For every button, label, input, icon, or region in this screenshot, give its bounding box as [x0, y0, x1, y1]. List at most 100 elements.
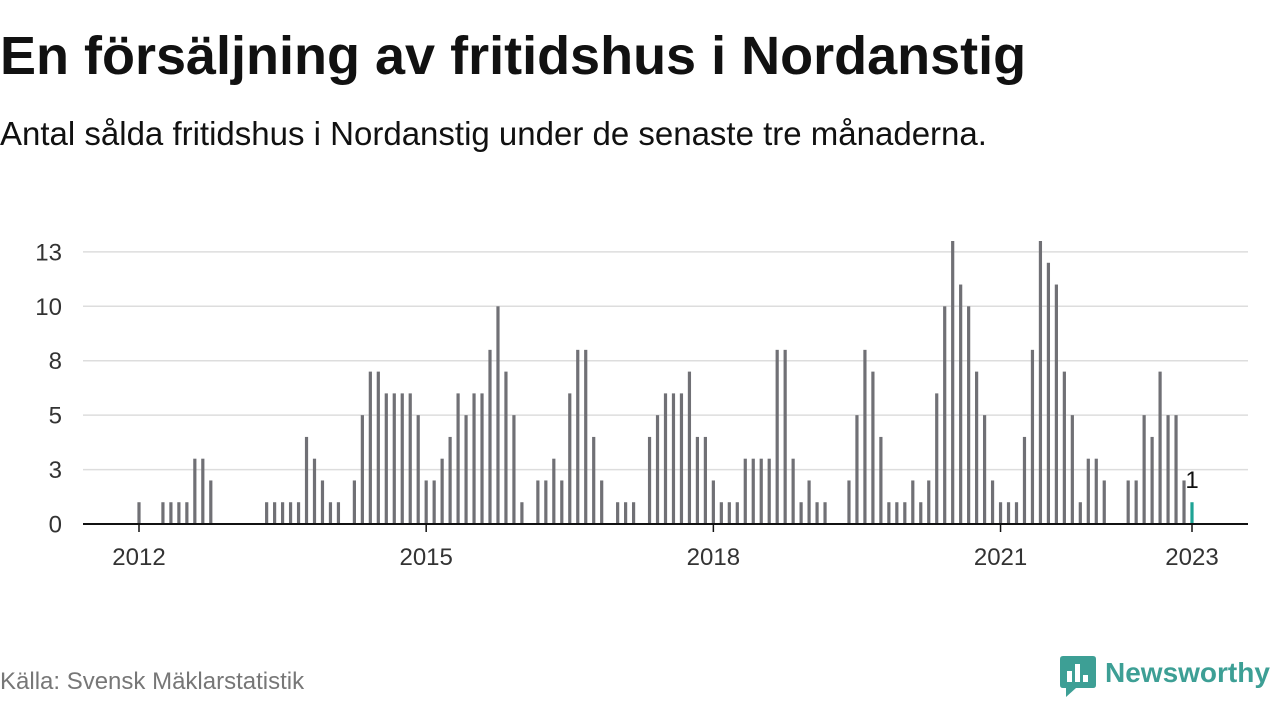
logo-bar	[1067, 671, 1072, 682]
bar	[1063, 372, 1066, 524]
bar	[1087, 459, 1090, 524]
source-text: Källa: Svensk Mäklarstatistik	[0, 667, 304, 697]
bar	[1023, 437, 1026, 524]
bar	[472, 393, 475, 524]
bar	[385, 393, 388, 524]
y-tick-label: 5	[49, 403, 62, 430]
bar	[744, 459, 747, 524]
bar	[456, 393, 459, 524]
bar	[297, 502, 300, 524]
bar	[792, 459, 795, 524]
bar	[720, 502, 723, 524]
bar	[289, 502, 292, 524]
x-tick-label: 2015	[399, 544, 452, 571]
highlight-value-label: 1	[1185, 467, 1198, 494]
logo-bar	[1083, 675, 1088, 682]
bar	[401, 393, 404, 524]
bar	[1095, 459, 1098, 524]
bar	[568, 393, 571, 524]
y-tick-label: 10	[35, 294, 62, 321]
bar	[552, 459, 555, 524]
bar	[560, 480, 563, 524]
bar	[776, 350, 779, 524]
bar	[321, 480, 324, 524]
bar	[648, 437, 651, 524]
bar	[449, 437, 452, 524]
bar	[361, 415, 364, 524]
bar	[632, 502, 635, 524]
bar	[393, 393, 396, 524]
bar	[927, 480, 930, 524]
bar	[193, 459, 196, 524]
bar	[1166, 415, 1169, 524]
bar	[576, 350, 579, 524]
bar	[488, 350, 491, 524]
bar	[464, 415, 467, 524]
bar	[1151, 437, 1154, 524]
page-title: En försäljning av fritidshus i Nordansti…	[0, 24, 1026, 88]
bar	[760, 459, 763, 524]
bar	[433, 480, 436, 524]
logo-text: Newsworthy	[1105, 656, 1270, 690]
x-axis-labels: 2012 2015 2018 2021 2023	[112, 524, 1218, 571]
bar	[847, 480, 850, 524]
bar	[353, 480, 356, 524]
bar	[185, 502, 188, 524]
bar	[1071, 415, 1074, 524]
y-tick-label: 13	[35, 239, 62, 266]
page-subtitle: Antal sålda fritidshus i Nordanstig unde…	[0, 114, 987, 154]
bar	[137, 502, 140, 524]
newsworthy-logo-icon	[1060, 656, 1096, 698]
bar	[544, 480, 547, 524]
bar	[161, 502, 164, 524]
bar	[1015, 502, 1018, 524]
bar	[329, 502, 332, 524]
x-tick-label: 2018	[687, 544, 740, 571]
bar	[688, 372, 691, 524]
bar	[800, 502, 803, 524]
bar	[712, 480, 715, 524]
bar-highlighted	[1190, 502, 1193, 524]
bar	[496, 306, 499, 524]
bar	[1079, 502, 1082, 524]
bar	[169, 502, 172, 524]
bar	[1055, 285, 1058, 524]
logo-bar	[1075, 664, 1080, 682]
bar	[1158, 372, 1161, 524]
bar	[409, 393, 412, 524]
bar	[369, 372, 372, 524]
bar	[983, 415, 986, 524]
bar	[377, 372, 380, 524]
x-tick-label: 2023	[1165, 544, 1218, 571]
bar	[736, 502, 739, 524]
bar	[768, 459, 771, 524]
bar	[680, 393, 683, 524]
y-tick-label: 8	[49, 348, 62, 375]
bar	[784, 350, 787, 524]
y-tick-label: 3	[49, 457, 62, 484]
bar-chart: 035810132012 2015 2018 2021 20231	[0, 0, 1280, 720]
bar	[313, 459, 316, 524]
bar	[504, 372, 507, 524]
bar	[201, 459, 204, 524]
bar	[1007, 502, 1010, 524]
bar	[584, 350, 587, 524]
bar	[752, 459, 755, 524]
bar	[305, 437, 308, 524]
y-axis-labels: 0 3 5 8 10 13	[35, 239, 62, 538]
bar	[425, 480, 428, 524]
bar	[1143, 415, 1146, 524]
bar	[656, 415, 659, 524]
bar	[536, 480, 539, 524]
bar	[951, 241, 954, 524]
bar	[273, 502, 276, 524]
newsworthy-logo: Newsworthy	[1060, 654, 1275, 698]
bar	[967, 306, 970, 524]
bar	[696, 437, 699, 524]
bar	[815, 502, 818, 524]
bar	[871, 372, 874, 524]
bar	[879, 437, 882, 524]
bar	[616, 502, 619, 524]
bar	[863, 350, 866, 524]
bar	[823, 502, 826, 524]
